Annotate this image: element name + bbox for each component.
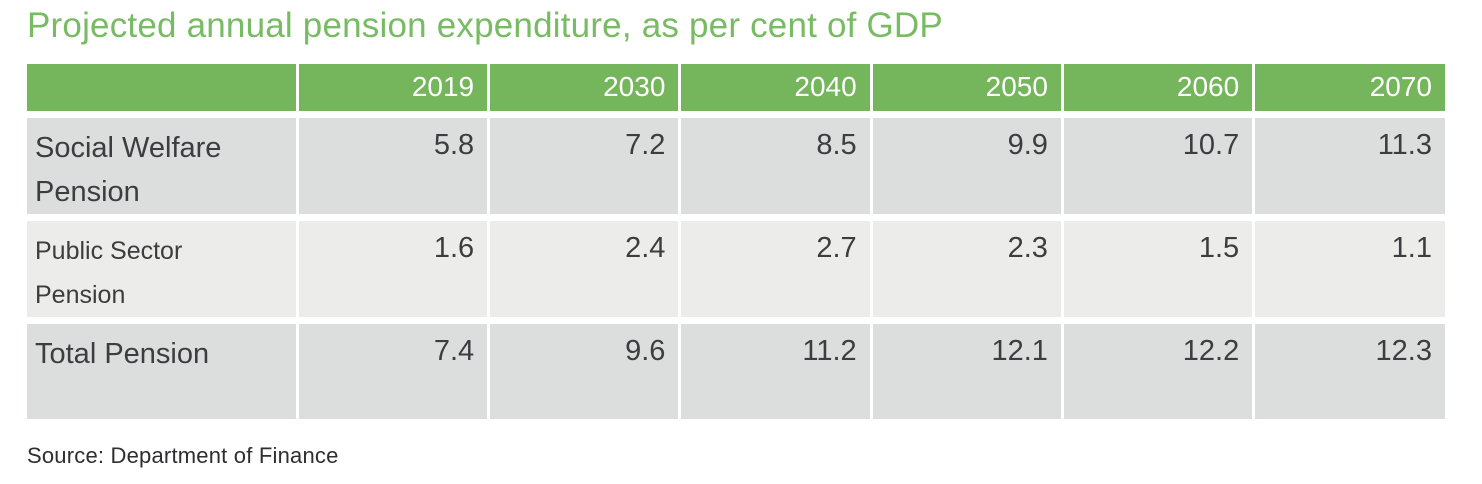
header-row: 2019 2030 2040 2050 2060 2070 — [27, 64, 1445, 114]
header-label-cell — [27, 64, 298, 114]
row-label: Total Pension — [27, 316, 298, 419]
row-label: Public Sector Pension — [27, 213, 298, 320]
header-year-2050: 2050 — [869, 64, 1063, 114]
value-cell: 9.6 — [487, 316, 680, 419]
value-cell: 7.4 — [295, 316, 489, 419]
value-cell: 11.3 — [1252, 110, 1445, 217]
value-cell: 12.2 — [1060, 316, 1254, 419]
value-cell: 5.8 — [295, 110, 489, 217]
value-cell: 2.7 — [678, 213, 872, 320]
value-cell: 1.5 — [1060, 213, 1254, 320]
table-row-public-sector-pension: Public Sector Pension 1.6 2.4 2.7 2.3 1.… — [27, 213, 1445, 320]
value-cell: 7.2 — [487, 110, 680, 217]
table-row-social-welfare-pension: Social Welfare Pension 5.8 7.2 8.5 9.9 1… — [27, 110, 1445, 217]
row-label: Social Welfare Pension — [27, 110, 298, 217]
header-year-2030: 2030 — [487, 64, 680, 114]
value-cell: 9.9 — [869, 110, 1063, 217]
value-cell: 2.3 — [869, 213, 1063, 320]
header-year-2019: 2019 — [295, 64, 489, 114]
pension-table: 2019 2030 2040 2050 2060 2070 Social Wel… — [27, 64, 1445, 419]
value-cell: 1.6 — [295, 213, 489, 320]
value-cell: 10.7 — [1060, 110, 1254, 217]
value-cell: 12.1 — [869, 316, 1063, 419]
table-header: 2019 2030 2040 2050 2060 2070 — [27, 64, 1445, 114]
value-cell: 8.5 — [678, 110, 872, 217]
header-year-2040: 2040 — [678, 64, 872, 114]
figure-container: Projected annual pension expenditure, as… — [27, 5, 1445, 469]
value-cell: 2.4 — [487, 213, 680, 320]
value-cell: 12.3 — [1252, 316, 1445, 419]
table-row-total-pension: Total Pension 7.4 9.6 11.2 12.1 12.2 12.… — [27, 316, 1445, 419]
header-year-2070: 2070 — [1252, 64, 1445, 114]
value-cell: 1.1 — [1252, 213, 1445, 320]
source-note: Source: Department of Finance — [27, 443, 339, 468]
header-year-2060: 2060 — [1060, 64, 1254, 114]
table-body: Social Welfare Pension 5.8 7.2 8.5 9.9 1… — [27, 110, 1445, 419]
value-cell: 11.2 — [678, 316, 872, 419]
chart-title: Projected annual pension expenditure, as… — [27, 6, 943, 45]
